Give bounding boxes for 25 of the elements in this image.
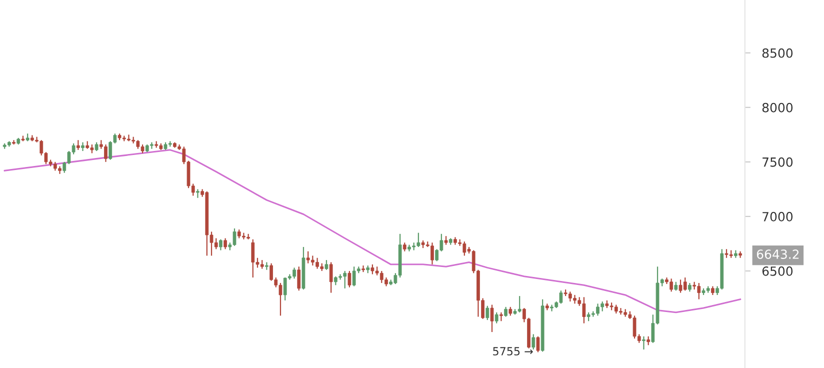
y-tick-label: 6500 [762, 266, 793, 276]
candlestick [504, 306, 508, 318]
candlestick [486, 305, 490, 321]
candlestick [12, 140, 16, 146]
candlestick [196, 188, 200, 198]
candlestick [362, 264, 365, 273]
candlestick [536, 336, 540, 353]
y-tick-label: 8500 [762, 48, 793, 58]
candlestick [494, 312, 498, 324]
candlestick [532, 334, 536, 350]
y-tick-label: 7000 [762, 212, 793, 222]
y-tick-label: 8000 [762, 102, 793, 112]
candlestick [224, 238, 227, 250]
candlestick [297, 266, 301, 292]
candlestick [348, 270, 352, 288]
candlestick [76, 140, 80, 150]
candlestick [324, 260, 328, 270]
candlestick [490, 304, 494, 333]
candlestick [329, 262, 333, 294]
candlestick [642, 336, 646, 350]
candlestick [500, 312, 503, 322]
candlestick [219, 238, 222, 251]
y-tick-label: 7500 [762, 157, 793, 167]
text: 6643.2 [756, 250, 799, 259]
annotation: 5755 → [493, 347, 533, 356]
